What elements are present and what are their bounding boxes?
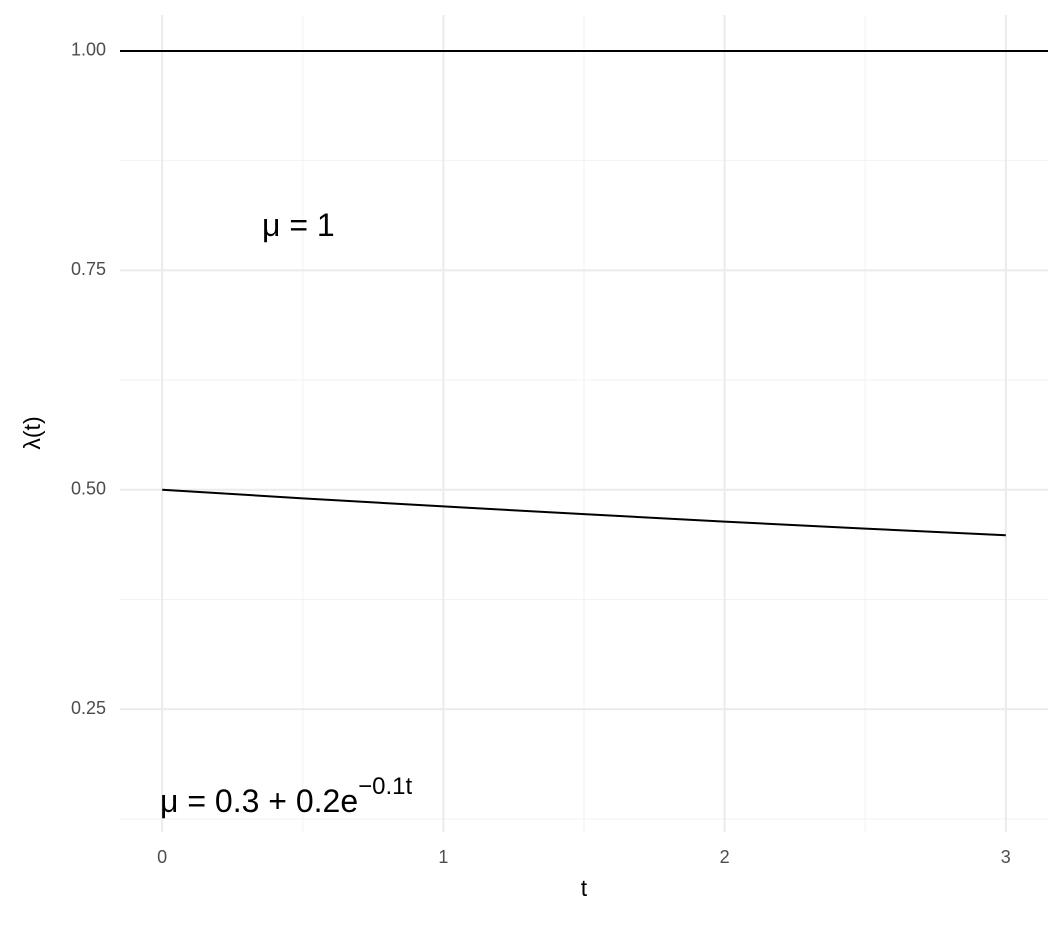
annotation: μ = 1 [262,207,335,243]
annotation-superscript: −0.1t [358,773,412,800]
y-tick-label: 0.75 [71,259,106,279]
annotation-text: μ = 0.3 + 0.2e [160,783,358,819]
x-tick-label: 2 [720,847,730,867]
y-axis-title: λ(t) [19,416,45,449]
y-tick-label: 1.00 [71,40,106,60]
annotation: μ = 0.3 + 0.2e−0.1t [160,773,413,819]
y-tick-label: 0.25 [71,698,106,718]
x-axis-title: t [581,875,588,901]
y-tick-label: 0.50 [71,479,106,499]
x-tick-label: 0 [157,847,167,867]
data-line [162,488,1006,537]
x-tick-label: 1 [438,847,448,867]
x-tick-label: 3 [1001,847,1011,867]
annotation-text: μ = 1 [262,207,335,243]
